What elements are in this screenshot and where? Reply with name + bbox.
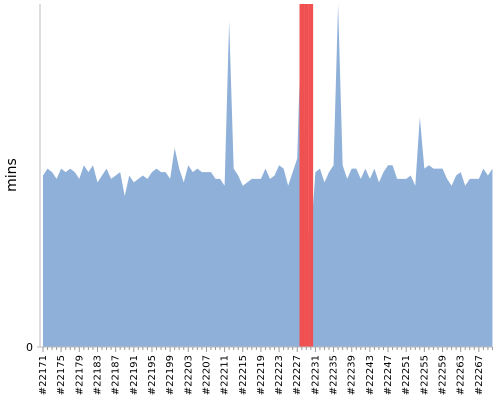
x-tick-label: #22199: [165, 355, 176, 395]
x-tick-label: #22171: [38, 355, 49, 395]
x-tick-label: #22175: [56, 355, 67, 395]
x-tick-label: #22247: [383, 355, 394, 395]
failed-bar: [308, 4, 314, 347]
failed-bar: [299, 4, 305, 347]
y-axis-label: mins: [4, 158, 20, 192]
x-tick-label: #22227: [292, 355, 303, 395]
x-tick-label: #22207: [201, 355, 212, 395]
x-tick-label: #22187: [111, 355, 122, 395]
x-tick-label: #22211: [220, 355, 231, 395]
x-tick-label: #22179: [74, 355, 85, 395]
y-tick-label: 0: [26, 341, 33, 354]
x-tick-label: #22251: [401, 355, 412, 395]
x-tick-label: #22203: [183, 355, 194, 395]
x-tick-label: #22219: [256, 355, 267, 395]
x-tick-label: #22195: [147, 355, 158, 395]
x-tick-label: #22223: [274, 355, 285, 395]
x-tick-label: #22239: [347, 355, 358, 395]
x-tick-label: #22235: [329, 355, 340, 395]
x-tick-label: #22255: [419, 355, 430, 395]
x-tick-label: #22263: [456, 355, 467, 395]
area: [43, 4, 493, 347]
x-tick-label: #22191: [129, 355, 140, 395]
x-tick-label: #22267: [474, 355, 485, 395]
x-tick-label: #22183: [92, 355, 103, 395]
failed-bar: [304, 4, 309, 347]
x-tick-label: #22259: [438, 355, 449, 395]
x-tick-label: #22215: [238, 355, 249, 395]
x-tick-label: #22231: [310, 355, 321, 395]
x-tick-label: #22243: [365, 355, 376, 395]
